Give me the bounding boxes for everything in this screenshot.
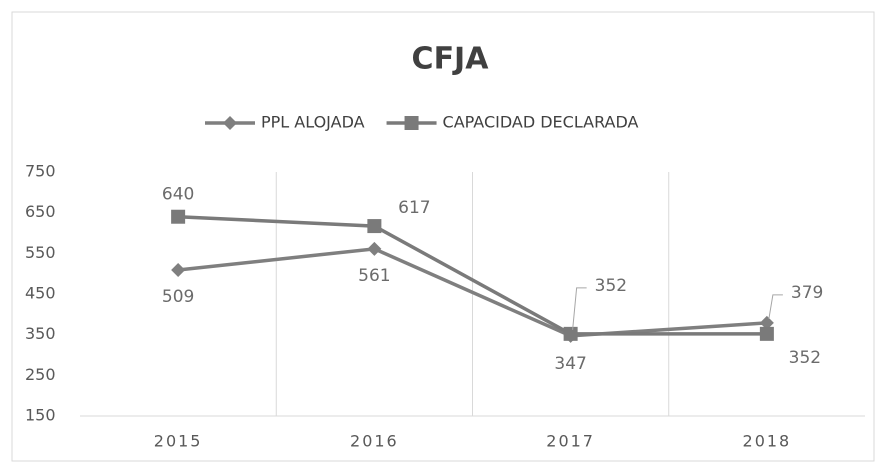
y-tick-label: 650	[25, 202, 56, 221]
chart-frame	[11, 11, 875, 462]
data-label: 509	[162, 287, 194, 307]
x-tick-label: 2018	[743, 432, 792, 451]
leader-line	[768, 294, 783, 319]
x-tick-label: 2016	[350, 432, 399, 451]
data-label: 347	[554, 354, 586, 374]
y-tick-label: 750	[25, 162, 56, 181]
marker	[759, 315, 774, 330]
y-tick-label: 550	[25, 243, 56, 262]
series-line	[178, 214, 767, 336]
leader-line	[572, 287, 587, 330]
marker	[171, 263, 186, 278]
x-tick-label: 2015	[154, 432, 203, 451]
marker	[404, 116, 419, 130]
legend-label: CAPACIDAD DECLARADA	[443, 113, 639, 132]
y-tick-label: 150	[25, 406, 56, 425]
data-label: 617	[398, 198, 430, 218]
legend-label: PPL ALOJADA	[261, 113, 365, 132]
marker	[171, 209, 186, 224]
data-label: 379	[791, 283, 823, 303]
x-tick-label: 2017	[546, 432, 595, 451]
data-label: 640	[162, 185, 194, 205]
y-tick-label: 450	[25, 284, 56, 303]
marker	[223, 116, 237, 130]
data-label: 561	[358, 266, 390, 286]
data-label: 352	[789, 348, 821, 368]
series-line	[177, 247, 767, 338]
marker	[563, 326, 578, 341]
marker	[367, 241, 382, 256]
marker	[367, 219, 382, 234]
chart-title: CFJA	[412, 42, 490, 77]
y-tick-label: 350	[25, 324, 56, 343]
y-tick-label: 250	[25, 365, 56, 384]
data-label: 352	[595, 276, 627, 296]
marker	[759, 326, 774, 341]
